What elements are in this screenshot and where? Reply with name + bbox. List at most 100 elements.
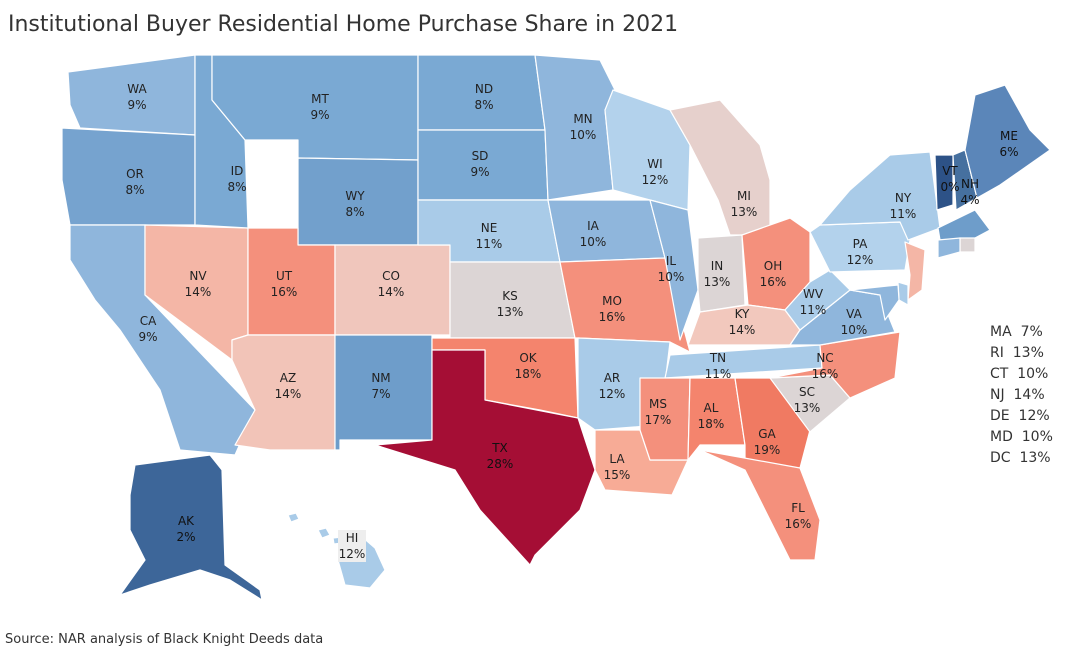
state-code-ms: MS <box>649 397 667 411</box>
state-code-wa: WA <box>127 82 147 96</box>
state-value-in: 13% <box>704 275 731 289</box>
hi-label-background <box>338 530 366 562</box>
state-code-nh: NH <box>961 177 979 191</box>
state-value-or: 8% <box>125 183 144 197</box>
state-code-nm: NM <box>371 371 390 385</box>
state-shape-ri <box>959 237 976 253</box>
state-code-id: ID <box>231 164 244 178</box>
small-state-ri: RI 13% <box>990 343 1053 364</box>
small-state-value: 13% <box>1019 450 1051 466</box>
state-code-vt: VT <box>942 164 958 178</box>
state-value-ak: 2% <box>176 530 195 544</box>
state-value-ny: 11% <box>890 207 917 221</box>
state-value-fl: 16% <box>785 517 812 531</box>
state-code-ga: GA <box>758 427 776 441</box>
state-code-sc: SC <box>799 385 815 399</box>
state-value-az: 14% <box>275 387 302 401</box>
state-code-ny: NY <box>895 191 912 205</box>
state-shape-ma <box>937 209 991 241</box>
state-code-nd: ND <box>475 82 493 96</box>
state-value-nv: 14% <box>185 285 212 299</box>
state-value-nm: 7% <box>371 387 390 401</box>
state-code-nv: NV <box>189 269 207 283</box>
state-value-il: 10% <box>658 270 685 284</box>
state-value-mi: 13% <box>731 205 758 219</box>
state-value-wy: 8% <box>345 205 364 219</box>
state-code-me: ME <box>1000 129 1018 143</box>
state-value-va: 10% <box>841 323 868 337</box>
state-code-mo: MO <box>602 294 622 308</box>
state-code-sd: SD <box>472 149 489 163</box>
state-value-mt: 9% <box>310 108 329 122</box>
state-shape-il <box>649 199 699 341</box>
state-code-az: AZ <box>280 371 296 385</box>
state-shape-de <box>897 281 909 306</box>
state-code-wy: WY <box>345 189 365 203</box>
small-state-md: MD 10% <box>990 427 1053 448</box>
small-states-legend: MA 7% RI 13% CT 10% NJ 14% DE 12% MD 10% DC 13… <box>990 322 1053 469</box>
state-code-nc: NC <box>816 351 833 365</box>
state-shape-in <box>697 234 746 313</box>
state-shape-mi <box>669 99 771 236</box>
state-value-ok: 18% <box>515 367 542 381</box>
small-state-value: 14% <box>1013 387 1045 403</box>
state-value-nd: 8% <box>474 98 493 112</box>
state-value-tn: 11% <box>705 367 732 381</box>
state-value-wv: 11% <box>800 303 827 317</box>
state-value-co: 14% <box>378 285 405 299</box>
state-shape-fl <box>699 449 821 561</box>
state-code-mi: MI <box>737 189 751 203</box>
state-shape-nj <box>904 241 926 301</box>
state-value-sc: 13% <box>794 401 821 415</box>
state-code-va: VA <box>846 307 862 321</box>
state-value-mo: 16% <box>599 310 626 324</box>
state-code-ak: AK <box>178 514 195 528</box>
state-value-oh: 16% <box>760 275 787 289</box>
state-shape-ak <box>119 454 263 601</box>
small-state-value: 12% <box>1018 408 1050 424</box>
state-value-ia: 10% <box>580 235 607 249</box>
state-code-mt: MT <box>311 92 329 106</box>
state-value-id: 8% <box>227 180 246 194</box>
state-value-nc: 16% <box>812 367 839 381</box>
state-code-ok: OK <box>519 351 537 365</box>
small-state-code: CT <box>990 366 1009 382</box>
state-code-pa: PA <box>853 237 868 251</box>
state-value-pa: 12% <box>847 253 874 267</box>
state-code-mn: MN <box>573 112 592 126</box>
state-code-tn: TN <box>709 351 726 365</box>
state-value-ne: 11% <box>476 237 503 251</box>
state-value-ks: 13% <box>497 305 524 319</box>
small-state-value: 13% <box>1012 345 1044 361</box>
state-shape-nc <box>769 331 901 399</box>
state-value-tx: 28% <box>487 457 514 471</box>
hi-island-2 <box>317 527 331 539</box>
state-shape-ct <box>937 237 961 259</box>
small-state-nj: NJ 14% <box>990 385 1053 406</box>
small-state-dc: DC 13% <box>990 448 1053 469</box>
hi-island-1 <box>287 512 300 523</box>
state-value-vt: 0% <box>940 180 959 194</box>
state-code-wi: WI <box>647 157 662 171</box>
small-state-code: MA <box>990 324 1012 340</box>
state-value-sd: 9% <box>470 165 489 179</box>
state-code-ne: NE <box>481 221 498 235</box>
state-code-ia: IA <box>587 219 600 233</box>
state-code-ca: CA <box>140 314 157 328</box>
small-state-value: 10% <box>1017 366 1049 382</box>
state-shape-md <box>849 284 900 321</box>
state-code-al: AL <box>704 401 719 415</box>
state-code-co: CO <box>382 269 400 283</box>
state-code-or: OR <box>126 167 144 181</box>
state-shape-wv <box>784 269 851 331</box>
small-state-de: DE 12% <box>990 406 1053 427</box>
state-value-nh: 4% <box>960 193 979 207</box>
small-state-code: MD <box>990 429 1013 445</box>
state-value-ky: 14% <box>729 323 756 337</box>
state-code-tx: TX <box>491 441 508 455</box>
state-shape-nm <box>334 334 433 451</box>
small-state-code: NJ <box>990 387 1005 403</box>
state-value-mn: 10% <box>570 128 597 142</box>
state-shape-vt <box>934 154 954 211</box>
state-shape-ia <box>547 199 666 263</box>
